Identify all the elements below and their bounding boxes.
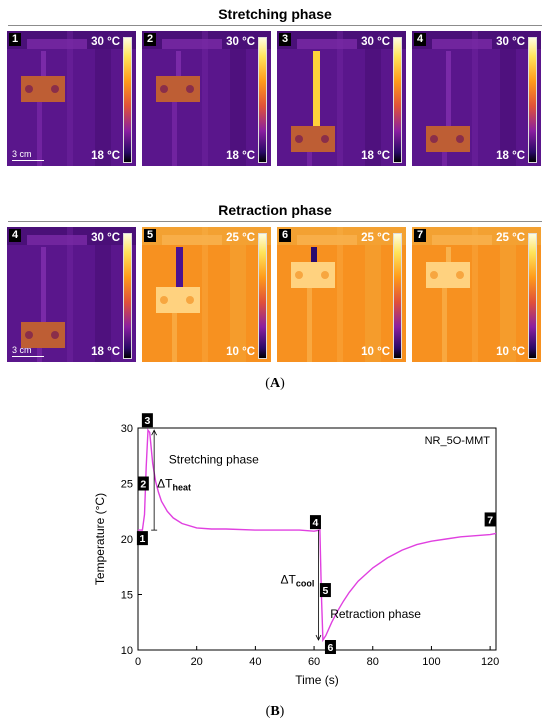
scale-max-label: 30 °C	[91, 232, 120, 244]
stretching-phase-annotation: Stretching phase	[169, 453, 259, 467]
scale-max-label: 30 °C	[226, 36, 255, 48]
svg-text:5: 5	[322, 585, 328, 597]
colorbar	[528, 37, 537, 163]
panel-number-badge: 2	[144, 33, 157, 46]
svg-text:6: 6	[328, 642, 334, 654]
thermal-panel-retraction-4: 7 25 °C 10 °C	[412, 227, 541, 362]
scale-min-label: 18 °C	[226, 150, 255, 162]
y-axis-label: Temperature (°C)	[93, 493, 107, 585]
x-tick-label: 120	[481, 656, 499, 668]
stretching-phase-title: Stretching phase	[218, 6, 332, 22]
scale-min-label: 10 °C	[361, 346, 390, 358]
thermal-panel-stretching-4: 4 30 °C 18 °C	[412, 31, 541, 166]
scale-max-label: 30 °C	[361, 36, 390, 48]
scale-min-label: 10 °C	[496, 346, 525, 358]
delta-heat-label: ΔTheat	[157, 477, 191, 493]
thermal-image	[7, 227, 136, 362]
caption-b: (B)	[265, 704, 285, 719]
x-tick-label: 100	[422, 656, 440, 668]
scale-min-label: 18 °C	[91, 150, 120, 162]
panel-number-badge: 4	[414, 33, 427, 46]
scale-max-label: 25 °C	[226, 232, 255, 244]
scale-min-label: 10 °C	[226, 346, 255, 358]
thermal-panel-retraction-2: 5 25 °C 10 °C	[142, 227, 271, 362]
y-tick-label: 25	[121, 479, 133, 491]
thermal-panel-stretching-3: 3 30 °C 18 °C	[277, 31, 406, 166]
y-tick-label: 30	[121, 423, 133, 435]
panel-number-badge: 3	[279, 33, 292, 46]
scale-max-label: 25 °C	[361, 232, 390, 244]
legend-text: NR_5O-MMT	[425, 435, 491, 447]
scale-bar	[12, 356, 44, 357]
point-marker-3: 3	[141, 413, 153, 428]
thermal-image	[142, 227, 271, 362]
delta-cool-label: ΔTcool	[280, 572, 314, 588]
scale-min-label: 18 °C	[91, 346, 120, 358]
point-marker-4: 4	[309, 515, 321, 530]
x-tick-label: 40	[249, 656, 261, 668]
delta-cool-arrowhead	[315, 634, 322, 641]
thermal-image	[7, 31, 136, 166]
panel-number-badge: 1	[9, 33, 22, 46]
panel-number-badge: 5	[144, 229, 157, 242]
point-marker-2: 2	[137, 476, 149, 491]
thermal-panel-retraction-3: 6 25 °C 10 °C	[277, 227, 406, 362]
y-tick-label: 15	[121, 590, 133, 602]
x-tick-label: 20	[191, 656, 203, 668]
x-tick-label: 80	[367, 656, 379, 668]
thermal-image	[412, 31, 541, 166]
thermal-image	[142, 31, 271, 166]
point-marker-5: 5	[319, 583, 331, 598]
scale-max-label: 30 °C	[496, 36, 525, 48]
retraction-divider	[8, 221, 542, 222]
scale-max-label: 30 °C	[91, 36, 120, 48]
scale-bar-label: 3 cm	[12, 345, 32, 355]
point-marker-1: 1	[136, 531, 148, 546]
svg-text:2: 2	[140, 479, 146, 491]
panel-number-badge: 7	[414, 229, 427, 242]
caption-a: (A)	[265, 376, 285, 391]
y-tick-label: 20	[121, 534, 133, 546]
y-tick-label: 10	[121, 645, 133, 657]
colorbar	[123, 37, 132, 163]
scale-bar	[12, 160, 44, 161]
temperature-line	[138, 428, 497, 643]
point-marker-7: 7	[484, 512, 496, 527]
panel-number-badge: 6	[279, 229, 292, 242]
svg-text:7: 7	[487, 514, 493, 526]
svg-text:4: 4	[313, 517, 319, 529]
colorbar	[258, 233, 267, 359]
thermal-panel-stretching-1: 1 30 °C 18 °C 3 cm	[7, 31, 136, 166]
thermal-image	[277, 227, 406, 362]
x-axis-label: Time (s)	[295, 673, 339, 687]
thermal-image	[412, 227, 541, 362]
scale-min-label: 18 °C	[361, 150, 390, 162]
colorbar	[393, 233, 402, 359]
scale-bar-label: 3 cm	[12, 149, 32, 159]
scale-max-label: 25 °C	[496, 232, 525, 244]
svg-text:3: 3	[144, 415, 150, 427]
x-tick-label: 60	[308, 656, 320, 668]
colorbar	[123, 233, 132, 359]
retraction-phase-annotation: Retraction phase	[330, 607, 421, 621]
thermal-panel-stretching-2: 2 30 °C 18 °C	[142, 31, 271, 166]
thermal-image	[277, 31, 406, 166]
retraction-phase-title: Retraction phase	[218, 202, 332, 218]
x-tick-label: 0	[135, 656, 141, 668]
point-marker-6: 6	[324, 640, 336, 655]
colorbar	[258, 37, 267, 163]
thermal-panel-retraction-1: 4 30 °C 18 °C 3 cm	[7, 227, 136, 362]
stretching-divider	[8, 25, 542, 26]
svg-text:1: 1	[139, 533, 145, 545]
delta-heat-arrowhead	[151, 429, 157, 436]
colorbar	[393, 37, 402, 163]
scale-min-label: 18 °C	[496, 150, 525, 162]
colorbar	[528, 233, 537, 359]
panel-number-badge: 4	[9, 229, 22, 242]
